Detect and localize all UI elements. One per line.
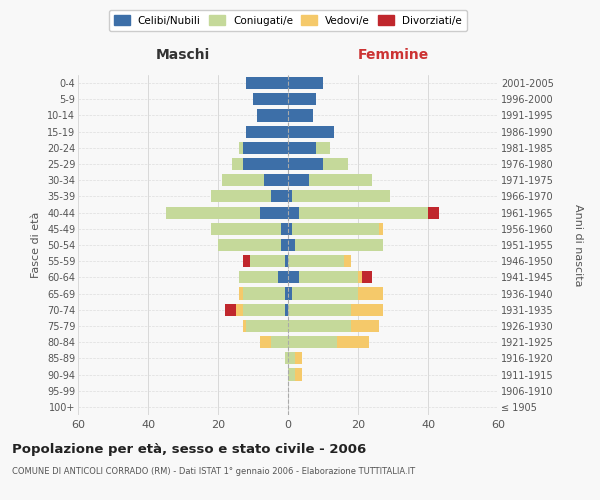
Bar [299,206,428,218]
Bar [288,174,309,186]
Bar [292,190,389,202]
Bar [295,239,383,251]
Bar [344,255,351,268]
Bar [284,304,288,316]
Bar [299,272,358,283]
Bar [288,239,295,251]
Bar [260,206,288,218]
Legend: Celibi/Nubili, Coniugati/e, Vedovi/e, Divorziati/e: Celibi/Nubili, Coniugati/e, Vedovi/e, Di… [109,10,467,31]
Bar [288,288,292,300]
Bar [239,142,242,154]
Bar [288,272,299,283]
Bar [242,255,250,268]
Bar [337,336,368,348]
Bar [288,352,295,364]
Bar [428,206,439,218]
Bar [242,142,288,154]
Bar [288,320,351,332]
Bar [221,174,263,186]
Bar [295,368,302,380]
Bar [288,93,316,106]
Bar [284,288,288,300]
Bar [232,158,242,170]
Bar [246,320,288,332]
Text: COMUNE DI ANTICOLI CORRADO (RM) - Dati ISTAT 1° gennaio 2006 - Elaborazione TUTT: COMUNE DI ANTICOLI CORRADO (RM) - Dati I… [12,468,415,476]
Bar [242,158,288,170]
Bar [379,222,383,235]
Bar [242,304,284,316]
Bar [239,272,277,283]
Bar [288,222,292,235]
Bar [246,126,288,138]
Y-axis label: Fasce di età: Fasce di età [31,212,41,278]
Bar [218,239,281,251]
Bar [288,206,299,218]
Bar [351,304,383,316]
Bar [361,272,372,283]
Bar [351,320,379,332]
Bar [242,320,246,332]
Bar [295,352,302,364]
Bar [263,174,288,186]
Bar [288,142,316,154]
Bar [239,288,242,300]
Bar [309,174,372,186]
Y-axis label: Anni di nascita: Anni di nascita [573,204,583,286]
Bar [288,255,344,268]
Bar [288,110,313,122]
Text: Maschi: Maschi [156,48,210,62]
Bar [253,93,288,106]
Bar [225,304,235,316]
Bar [288,190,292,202]
Text: Popolazione per età, sesso e stato civile - 2006: Popolazione per età, sesso e stato civil… [12,442,366,456]
Bar [257,110,288,122]
Bar [323,158,347,170]
Bar [288,368,295,380]
Bar [288,158,323,170]
Bar [277,272,288,283]
Bar [211,190,271,202]
Text: Femmine: Femmine [358,48,428,62]
Bar [242,288,284,300]
Bar [288,77,323,89]
Bar [358,288,383,300]
Bar [260,336,271,348]
Bar [292,288,358,300]
Bar [166,206,260,218]
Bar [284,255,288,268]
Bar [288,126,334,138]
Bar [358,272,361,283]
Bar [250,255,284,268]
Bar [246,77,288,89]
Bar [211,222,281,235]
Bar [281,239,288,251]
Bar [235,304,242,316]
Bar [281,222,288,235]
Bar [271,190,288,202]
Bar [316,142,330,154]
Bar [292,222,379,235]
Bar [271,336,288,348]
Bar [288,336,337,348]
Bar [284,352,288,364]
Bar [288,304,351,316]
